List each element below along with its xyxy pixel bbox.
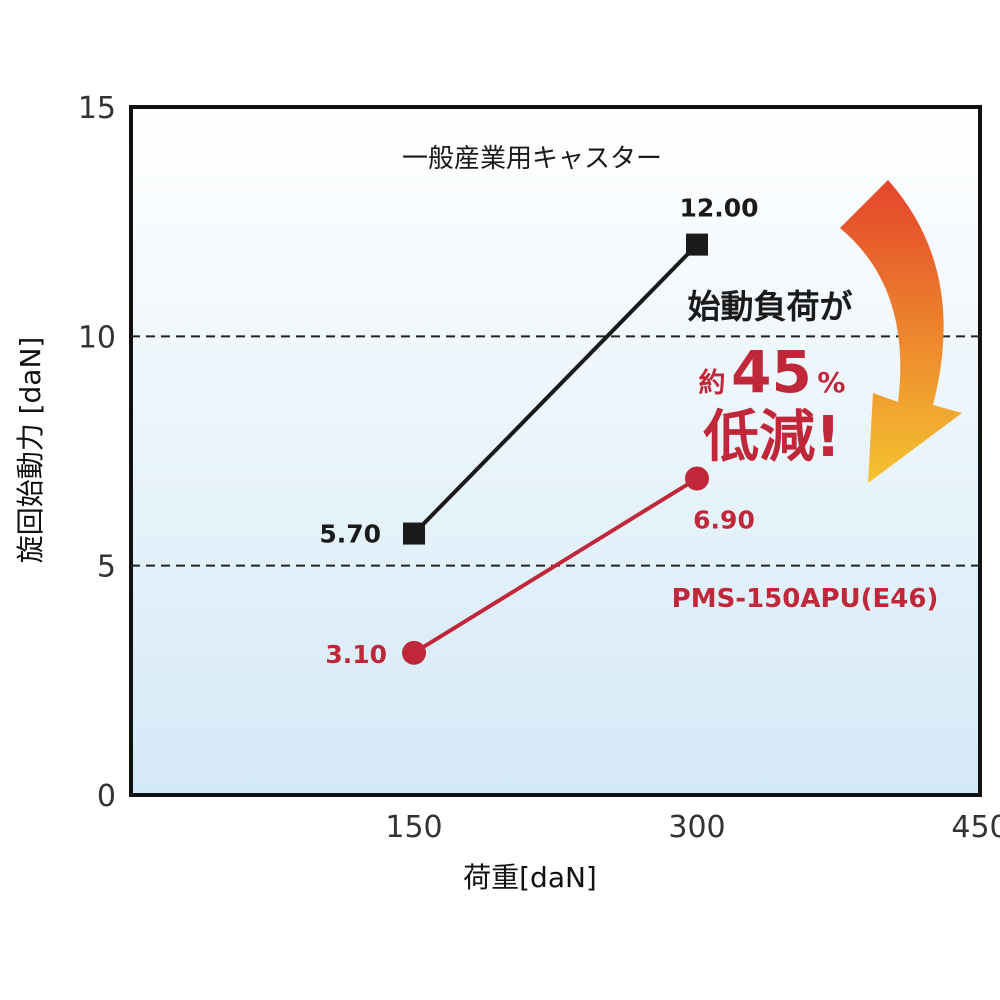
data-label-0-1: 12.00 bbox=[679, 194, 758, 223]
callout-line1: 始動負荷が bbox=[688, 287, 853, 326]
x-tick-150: 150 bbox=[385, 810, 442, 845]
series-line-1 bbox=[412, 476, 699, 655]
data-label-0-0: 5.70 bbox=[319, 520, 381, 549]
data-label-1-0: 3.10 bbox=[325, 640, 387, 669]
y-tick-10: 10 bbox=[78, 320, 116, 355]
y-tick-5: 5 bbox=[97, 550, 116, 585]
y-tick-0: 0 bbox=[97, 779, 116, 814]
series-name-pms: PMS-150APU(E46) bbox=[672, 584, 939, 614]
series-name-general: 一般産業用キャスター bbox=[402, 144, 662, 174]
callout-number: 45 bbox=[731, 338, 812, 406]
data-label-1-1: 6.90 bbox=[693, 506, 755, 535]
y-axis-label: 旋回始動力 [daN] bbox=[14, 337, 47, 564]
marker-circle-1-0 bbox=[402, 640, 426, 665]
y-tick-labels: 0 5 10 15 bbox=[78, 91, 116, 814]
callout-unit: % bbox=[817, 366, 845, 399]
callout-prefix: 約 bbox=[699, 367, 726, 399]
y-tick-15: 15 bbox=[78, 91, 116, 126]
reduction-arrow-icon bbox=[840, 180, 962, 483]
x-tick-labels: 150 300 450 bbox=[385, 810, 1000, 845]
marker-square-0-0 bbox=[403, 522, 425, 545]
callout-line3: 低減! bbox=[703, 405, 841, 470]
x-axis-label: 荷重[daN] bbox=[463, 861, 597, 894]
plot-area bbox=[129, 105, 982, 797]
series-line-0 bbox=[412, 243, 699, 535]
x-tick-300: 300 bbox=[668, 810, 725, 845]
x-tick-450: 450 bbox=[951, 810, 1000, 845]
callout-line2: 約 45 % bbox=[699, 338, 846, 406]
series-group: 5.70 12.00 3.10 6.90 bbox=[319, 194, 758, 669]
marker-circle-1-1 bbox=[685, 466, 709, 491]
marker-square-0-1 bbox=[686, 233, 708, 256]
